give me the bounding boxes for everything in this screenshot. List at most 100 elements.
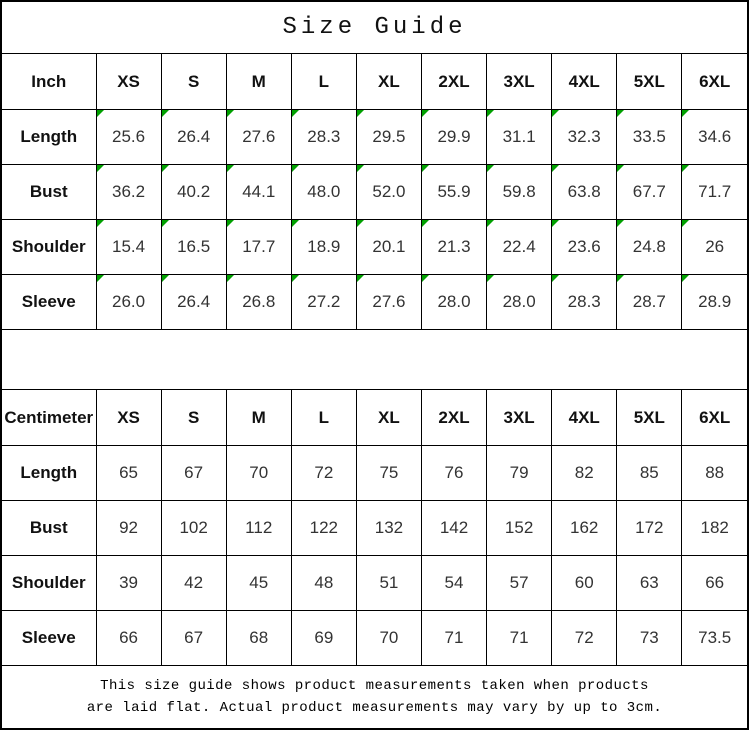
measurement-cell: 112 xyxy=(225,500,292,556)
size-column-header: 4XL xyxy=(551,53,618,110)
measurement-value: 32.3 xyxy=(567,127,601,146)
measurement-value: 31.1 xyxy=(502,127,536,146)
row-label-cell: Length xyxy=(2,445,97,501)
comment-marker-icon xyxy=(487,110,495,117)
measurement-cell: 27.2 xyxy=(290,274,357,330)
measurement-cell: 182 xyxy=(681,500,747,556)
measurement-value: 25.6 xyxy=(112,127,146,146)
measurement-cell: 29.9 xyxy=(420,109,488,165)
measurement-value: 26.8 xyxy=(242,292,276,311)
measurement-cell: 26.4 xyxy=(160,274,227,330)
measurement-cell: 82 xyxy=(551,445,618,501)
measurement-cell: 21.3 xyxy=(420,219,488,275)
measurement-value: 20.1 xyxy=(372,237,406,256)
row-label-cell: Shoulder xyxy=(2,555,97,611)
measurement-value: 75 xyxy=(379,463,399,482)
measurement-value: 72 xyxy=(574,628,594,647)
measurement-value: 44.1 xyxy=(242,182,276,201)
measurement-value: 15.4 xyxy=(112,237,146,256)
measurement-cell: 26.8 xyxy=(225,274,292,330)
comment-marker-icon xyxy=(357,220,364,227)
size-table-header-row: Centimeter XS S M L XL 2XL 3XL 4XL 5XL 6XL xyxy=(2,389,747,446)
measurement-value: 63.8 xyxy=(567,182,601,201)
size-column-header: 2XL xyxy=(420,53,488,110)
measurement-cell: 27.6 xyxy=(225,109,292,165)
comment-marker-icon xyxy=(617,165,625,172)
measurement-value: 28.3 xyxy=(307,127,341,146)
size-column-header: S xyxy=(160,389,227,446)
footer-note: This size guide shows product measuremen… xyxy=(2,666,747,728)
measurement-value: 79 xyxy=(509,463,529,482)
measurement-row: Shoulder 15.4 16.5 17.7 18.9 20.1 21.3 22.4 23.6… xyxy=(2,219,747,275)
measurement-value: 67 xyxy=(184,628,204,647)
comment-marker-icon xyxy=(682,275,690,282)
centimeter-size-table: Centimeter XS S M L XL 2XL 3XL 4XL 5XL 6XL Length 65… xyxy=(2,389,747,666)
measurement-value: 67.7 xyxy=(632,182,666,201)
measurement-value: 76 xyxy=(444,463,464,482)
size-column-header: 6XL xyxy=(681,53,747,110)
measurement-cell: 59.8 xyxy=(486,164,553,220)
measurement-value: 82 xyxy=(574,463,594,482)
measurement-cell: 31.1 xyxy=(486,109,553,165)
comment-marker-icon xyxy=(227,165,234,172)
measurement-cell: 48 xyxy=(290,555,357,611)
measurement-value: 27.6 xyxy=(242,127,276,146)
measurement-row: Sleeve 26.0 26.4 26.8 27.2 27.6 28.0 28.0 28.3 28… xyxy=(2,274,747,330)
measurement-cell: 28.0 xyxy=(420,274,488,330)
measurement-cell: 44.1 xyxy=(225,164,292,220)
measurement-cell: 27.6 xyxy=(355,274,422,330)
measurement-value: 66 xyxy=(119,628,138,647)
size-column-header: 5XL xyxy=(616,389,683,446)
measurement-value: 24.8 xyxy=(632,237,666,256)
comment-marker-icon xyxy=(162,275,169,282)
comment-marker-icon xyxy=(162,165,169,172)
measurement-cell: 65 xyxy=(95,445,162,501)
size-column-header: 2XL xyxy=(420,389,488,446)
row-label-cell: Shoulder xyxy=(2,219,97,275)
comment-marker-icon xyxy=(617,275,625,282)
measurement-value: 28.0 xyxy=(502,292,536,311)
measurement-value: 70 xyxy=(249,463,269,482)
measurement-value: 57 xyxy=(509,573,529,592)
measurement-cell: 67 xyxy=(160,610,227,666)
comment-marker-icon xyxy=(162,110,169,117)
measurement-row: Shoulder 39 42 45 48 51 54 57 60 63 66 xyxy=(2,555,747,611)
comment-marker-icon xyxy=(292,275,299,282)
comment-marker-icon xyxy=(357,165,364,172)
measurement-cell: 66 xyxy=(681,555,747,611)
measurement-row: Length 25.6 26.4 27.6 28.3 29.5 29.9 31.1 32.3 33… xyxy=(2,109,747,165)
measurement-cell: 69 xyxy=(290,610,357,666)
measurement-value: 71 xyxy=(509,628,529,647)
comment-marker-icon xyxy=(617,110,625,117)
measurement-cell: 92 xyxy=(95,500,162,556)
measurement-value: 67 xyxy=(184,463,204,482)
measurement-cell: 28.9 xyxy=(681,274,747,330)
measurement-value: 73.5 xyxy=(698,628,732,647)
measurement-cell: 54 xyxy=(420,555,488,611)
measurement-cell: 122 xyxy=(290,500,357,556)
comment-marker-icon xyxy=(552,275,560,282)
measurement-value: 63 xyxy=(639,573,659,592)
measurement-value: 48.0 xyxy=(307,182,341,201)
measurement-cell: 55.9 xyxy=(420,164,488,220)
measurement-cell: 152 xyxy=(486,500,553,556)
comment-marker-icon xyxy=(422,165,429,172)
comment-marker-icon xyxy=(617,220,625,227)
measurement-cell: 63.8 xyxy=(551,164,618,220)
measurement-value: 92 xyxy=(119,518,138,537)
measurement-value: 28.9 xyxy=(698,292,732,311)
page-title: Size Guide xyxy=(282,14,467,41)
measurement-cell: 15.4 xyxy=(95,219,162,275)
measurement-cell: 73.5 xyxy=(681,610,747,666)
measurement-cell: 162 xyxy=(551,500,618,556)
measurement-cell: 67 xyxy=(160,445,227,501)
measurement-cell: 85 xyxy=(616,445,683,501)
measurement-value: 69 xyxy=(314,628,334,647)
size-table-header-row: Inch XS S M L XL 2XL 3XL 4XL 5XL 6XL xyxy=(2,53,747,110)
comment-marker-icon xyxy=(97,220,104,227)
measurement-value: 52.0 xyxy=(372,182,406,201)
measurement-cell: 28.3 xyxy=(290,109,357,165)
measurement-value: 122 xyxy=(309,518,339,537)
size-column-header: XL xyxy=(355,53,422,110)
